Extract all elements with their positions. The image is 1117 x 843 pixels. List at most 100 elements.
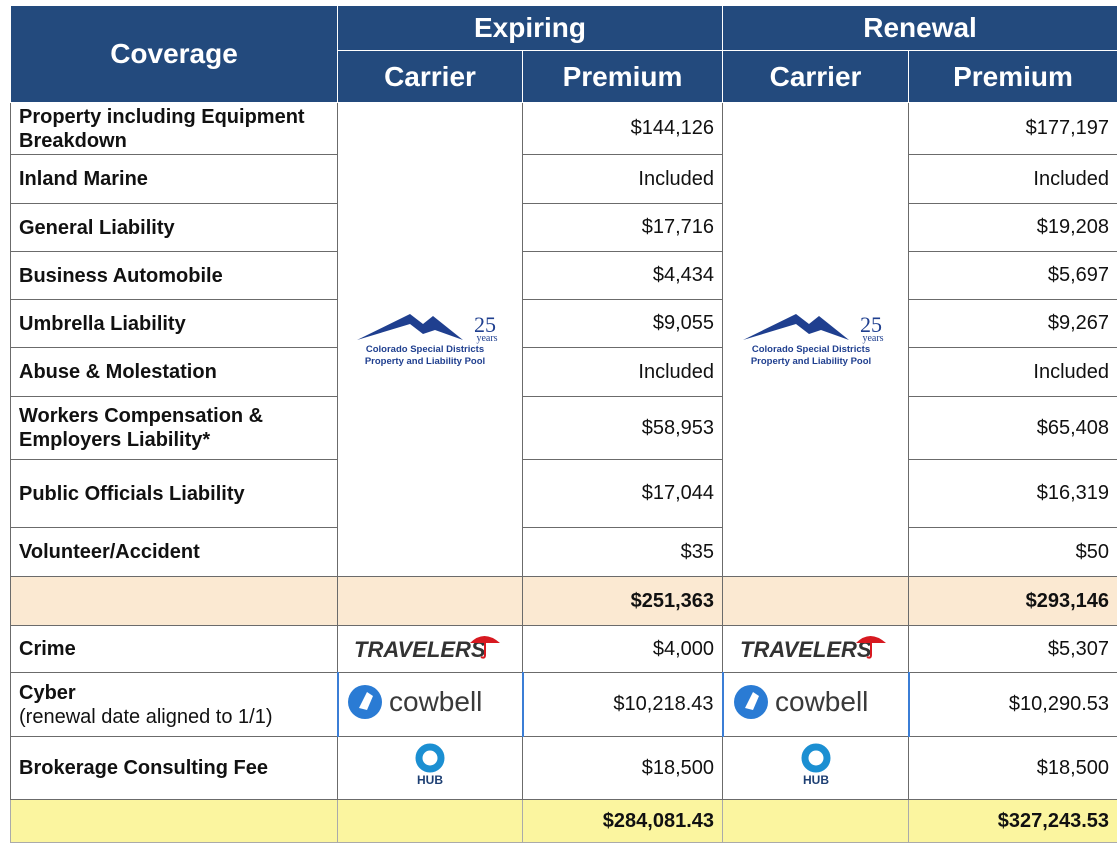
renewal-premium: $9,267 (909, 300, 1117, 348)
cowbell-logo: cowbell (345, 680, 515, 724)
travelers-text: TRAVELERS (354, 637, 486, 662)
coverage-name: Crime (19, 637, 329, 661)
coverage-row: Workers Compensation & Employers Liabili… (11, 397, 1117, 460)
carrier-cell: cowbell (338, 673, 523, 737)
expiring-premium: $10,218.43 (523, 673, 723, 737)
coverage: Brokerage Consulting Fee (11, 737, 338, 800)
blank (723, 800, 909, 843)
renewal-premium: $19,208 (909, 204, 1117, 252)
renewal-premium: $18,500 (909, 737, 1117, 800)
coverage: Umbrella Liability (11, 300, 338, 348)
renewal-premium: $16,319 (909, 460, 1117, 528)
pool-line2: Property and Liability Pool (750, 356, 870, 367)
expiring-premium: Included (523, 155, 723, 204)
blank (338, 800, 523, 843)
carrier-cell: cowbell (723, 673, 909, 737)
renewal-premium: Included (909, 155, 1117, 204)
coverage-row: Public Officials Liability $17,044 $16,319 (11, 460, 1117, 528)
coverage-name: Cyber (19, 681, 329, 705)
coverage: Crime (11, 626, 338, 673)
subtotal-expiring: $251,363 (523, 577, 723, 626)
carrier-cell: HUB (338, 737, 523, 800)
coverage-row: Crime TRAVELERS $4,000 TRAVELERS $5,307 (11, 626, 1117, 673)
expiring-premium: $35 (523, 528, 723, 577)
coverage: Property including Equipment Breakdown (11, 103, 338, 155)
blank (11, 577, 338, 626)
cowbell-text: cowbell (775, 686, 868, 717)
coverage: Cyber(renewal date aligned to 1/1) (11, 673, 338, 737)
header-expiring: Expiring (338, 6, 723, 51)
travelers-logo: TRAVELERS (736, 629, 896, 663)
coverage-row: Volunteer/Accident $35 $50 (11, 528, 1117, 577)
total-expiring: $284,081.43 (523, 800, 723, 843)
table-body: Property including Equipment Breakdown 25… (11, 103, 1117, 843)
expiring-premium: Included (523, 348, 723, 397)
expiring-premium: $17,716 (523, 204, 723, 252)
blank (338, 577, 523, 626)
renewal-premium: $177,197 (909, 103, 1117, 155)
expiring-premium: $144,126 (523, 103, 723, 155)
carrier-cell: TRAVELERS (338, 626, 523, 673)
premium-table: Coverage Expiring Renewal Carrier Premiu… (10, 5, 1117, 843)
coverage-row: General Liability $17,716 $19,208 (11, 204, 1117, 252)
cowbell-logo: cowbell (731, 680, 901, 724)
blank (723, 577, 909, 626)
coverage-row: Cyber(renewal date aligned to 1/1) cowbel… (11, 673, 1117, 737)
hub-text: HUB (803, 773, 829, 787)
pool-line2: Property and Liability Pool (365, 356, 485, 367)
header-renewal: Renewal (723, 6, 1117, 51)
cowbell-text: cowbell (389, 686, 482, 717)
renewal-premium: Included (909, 348, 1117, 397)
expiring-premium: $4,000 (523, 626, 723, 673)
mountains (357, 314, 463, 340)
carrier-cell: TRAVELERS (723, 626, 909, 673)
coverage: Inland Marine (11, 155, 338, 204)
coverage: Workers Compensation & Employers Liabili… (11, 397, 338, 460)
coverage-note: (renewal date aligned to 1/1) (19, 705, 329, 729)
hub-logo: HUB (410, 742, 450, 788)
expiring-premium: $18,500 (523, 737, 723, 800)
header-premium: Premium (909, 51, 1117, 103)
pool-word: years (476, 333, 497, 344)
coverage-row: Business Automobile $4,434 $5,697 (11, 252, 1117, 300)
expiring-premium: $58,953 (523, 397, 723, 460)
expiring-premium: $9,055 (523, 300, 723, 348)
coverage: Abuse & Molestation (11, 348, 338, 397)
mountains (743, 314, 849, 340)
coverage: Public Officials Liability (11, 460, 338, 528)
travelers-text: TRAVELERS (740, 637, 872, 662)
renewal-premium: $10,290.53 (909, 673, 1117, 737)
subtotal-renewal: $293,146 (909, 577, 1117, 626)
total-row: $284,081.43 $327,243.53 (11, 800, 1117, 843)
coverage-name: Brokerage Consulting Fee (19, 756, 329, 780)
coverage-row: Umbrella Liability $9,055 $9,267 (11, 300, 1117, 348)
pool-line1: Colorado Special Districts (366, 344, 484, 355)
hub-ring (805, 747, 827, 769)
travelers-logo: TRAVELERS (350, 629, 510, 663)
pool-line1: Colorado Special Districts (751, 344, 869, 355)
renewal-premium: $5,307 (909, 626, 1117, 673)
hub-text: HUB (417, 773, 443, 787)
expiring-premium: $4,434 (523, 252, 723, 300)
header-carrier: Carrier (723, 51, 909, 103)
hub-logo: HUB (796, 742, 836, 788)
header-carrier: Carrier (338, 51, 523, 103)
renewal-premium: $50 (909, 528, 1117, 577)
expiring-premium: $17,044 (523, 460, 723, 528)
coverage: Business Automobile (11, 252, 338, 300)
renewal-premium: $5,697 (909, 252, 1117, 300)
pool-word: years (862, 333, 883, 344)
subtotal-row: $251,363 $293,146 (11, 577, 1117, 626)
carrier-cell: HUB (723, 737, 909, 800)
coverage: Volunteer/Accident (11, 528, 338, 577)
renewal-premium: $65,408 (909, 397, 1117, 460)
coverage: General Liability (11, 204, 338, 252)
coverage-row: Brokerage Consulting Fee HUB $18,500 HUB $18… (11, 737, 1117, 800)
header-premium: Premium (523, 51, 723, 103)
total-renewal: $327,243.53 (909, 800, 1117, 843)
